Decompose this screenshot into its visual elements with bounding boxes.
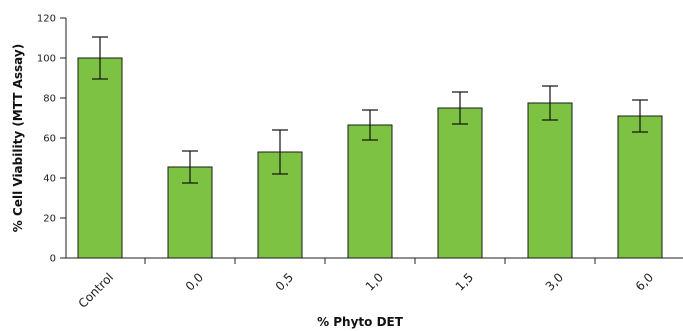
x-tick-label: 0,0	[183, 270, 206, 293]
bar	[347, 124, 393, 259]
x-axis-title: % Phyto DET	[317, 315, 404, 329]
error-bar	[542, 85, 558, 121]
error-bar	[452, 91, 468, 125]
error-bar	[632, 99, 648, 133]
x-tick-label: 0,5	[273, 270, 296, 293]
y-axis-title: % Cell Viability (MTT Assay)	[11, 44, 25, 232]
y-tick-label: 20	[43, 214, 56, 225]
error-bar	[92, 36, 108, 80]
error-bars	[92, 36, 648, 184]
y-tick-label: 80	[43, 94, 56, 105]
y-tick-label: 100	[37, 54, 56, 65]
x-tick-label: 1,5	[453, 270, 476, 293]
y-tick-label: 40	[43, 174, 56, 185]
bar	[437, 107, 483, 259]
y-axis: 0 20 40 60 80 100 120	[37, 14, 67, 265]
bar	[527, 102, 573, 259]
y-tick-label: 120	[37, 14, 56, 25]
x-tick-label: 6,0	[633, 270, 656, 293]
error-bar	[182, 150, 198, 184]
bar	[77, 57, 123, 259]
y-tick-label: 60	[43, 134, 56, 145]
bars	[77, 57, 663, 259]
x-tick-label: Control	[76, 270, 117, 311]
error-bar	[272, 129, 288, 175]
error-bar	[362, 109, 378, 141]
y-tick-label: 0	[50, 254, 56, 265]
x-tick-label: 3,0	[543, 270, 566, 293]
bar	[617, 115, 663, 259]
x-axis: Control 0,0 0,5 1,0 1,5 3,0 6,0	[66, 257, 683, 311]
x-tick-label: 1,0	[363, 270, 386, 293]
